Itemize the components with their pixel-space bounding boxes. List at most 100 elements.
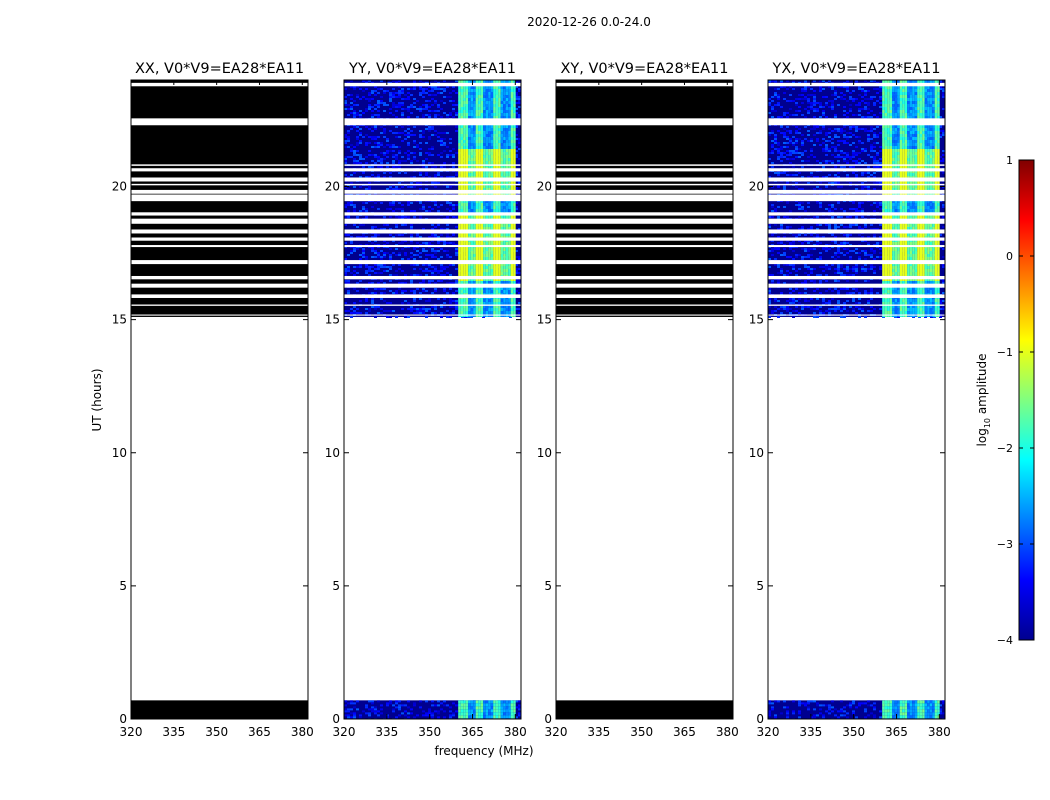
noise-cell bbox=[410, 242, 413, 244]
rfi-cell bbox=[460, 149, 464, 152]
noise-cell bbox=[452, 204, 455, 206]
rfi-cell bbox=[483, 206, 486, 209]
rfi-cell bbox=[495, 104, 499, 107]
noise-cell bbox=[407, 158, 410, 160]
noise-cell bbox=[413, 298, 416, 300]
rfi-cell bbox=[490, 131, 494, 134]
noise-cell bbox=[404, 704, 407, 707]
rfi-cell bbox=[490, 128, 494, 131]
rfi-cell bbox=[493, 272, 496, 275]
noise-cell bbox=[437, 712, 440, 715]
noise-cell bbox=[425, 270, 428, 272]
noise-cell bbox=[356, 266, 359, 268]
rfi-cell bbox=[480, 281, 484, 284]
rfi-cell bbox=[498, 98, 501, 101]
noise-cell bbox=[410, 130, 413, 132]
noise-cell bbox=[407, 716, 410, 719]
noise-cell bbox=[440, 702, 443, 705]
rfi-cell bbox=[460, 311, 464, 314]
rfi-cell bbox=[488, 290, 491, 293]
noise-cell bbox=[383, 104, 386, 106]
noise-cell bbox=[347, 136, 350, 138]
rfi-cell bbox=[458, 80, 461, 83]
noise-cell bbox=[428, 90, 431, 92]
rfi-cell bbox=[490, 299, 494, 302]
rfi-cell bbox=[470, 131, 474, 134]
rfi-cell bbox=[485, 185, 489, 188]
rfi-cell bbox=[493, 155, 496, 158]
rfi-cell bbox=[498, 263, 501, 266]
rfi-cell bbox=[483, 101, 486, 104]
noise-cell bbox=[452, 216, 455, 218]
rfi-cell bbox=[493, 263, 496, 266]
rfi-cell bbox=[470, 206, 474, 209]
rfi-cell bbox=[488, 308, 491, 311]
noise-cell bbox=[407, 706, 410, 709]
noise-cell bbox=[410, 112, 413, 114]
noise-cell bbox=[371, 166, 374, 168]
rfi-cell bbox=[480, 200, 484, 203]
noise-cell bbox=[455, 704, 458, 707]
rfi-cell bbox=[473, 128, 476, 131]
rfi-cell bbox=[480, 715, 484, 719]
noise-cell bbox=[413, 716, 416, 719]
rfi-cell bbox=[478, 251, 481, 254]
noise-cell bbox=[437, 182, 440, 184]
noise-cell bbox=[353, 204, 356, 206]
rfi-cell bbox=[465, 311, 469, 314]
noise-cell bbox=[365, 312, 368, 314]
noise-cell bbox=[344, 714, 347, 717]
noise-cell bbox=[368, 104, 371, 106]
noise-cell bbox=[350, 80, 353, 82]
rfi-cell bbox=[460, 203, 464, 206]
rfi-cell bbox=[460, 173, 464, 176]
rfi-cell bbox=[498, 215, 501, 218]
rfi-cell bbox=[508, 86, 511, 89]
rfi-cell bbox=[473, 272, 476, 275]
noise-cell bbox=[431, 280, 434, 282]
noise-cell bbox=[413, 258, 416, 260]
flagged-row bbox=[556, 164, 733, 166]
noise-cell bbox=[401, 704, 404, 707]
noise-cell bbox=[515, 188, 518, 190]
rfi-cell bbox=[473, 709, 476, 713]
noise-cell bbox=[428, 136, 431, 138]
rfi-cell bbox=[488, 80, 491, 83]
rfi-cell bbox=[465, 170, 469, 173]
noise-cell bbox=[807, 706, 810, 709]
rfi-cell bbox=[498, 203, 501, 206]
rfi-cell bbox=[510, 233, 514, 236]
noise-cell bbox=[437, 136, 440, 138]
noise-cell bbox=[515, 270, 518, 272]
rfi-cell bbox=[478, 128, 481, 131]
rfi-cell bbox=[483, 158, 486, 161]
y-tick-label: 5 bbox=[544, 579, 552, 593]
noise-cell bbox=[452, 104, 455, 106]
noise-cell bbox=[395, 270, 398, 272]
rfi-cell bbox=[458, 170, 461, 173]
rfi-cell bbox=[493, 706, 496, 710]
noise-cell bbox=[401, 282, 404, 284]
rfi-cell bbox=[503, 281, 506, 284]
rfi-cell bbox=[513, 233, 516, 236]
rfi-cell bbox=[503, 110, 506, 113]
noise-cell bbox=[353, 712, 356, 715]
rfi-cell bbox=[493, 92, 496, 95]
rfi-cell bbox=[470, 308, 474, 311]
rfi-cell bbox=[493, 305, 496, 308]
noise-cell bbox=[395, 208, 398, 210]
noise-cell bbox=[374, 712, 377, 715]
rfi-cell bbox=[510, 146, 514, 149]
rfi-cell bbox=[473, 134, 476, 137]
flagged-row bbox=[344, 164, 521, 166]
noise-cell bbox=[365, 144, 368, 146]
noise-cell bbox=[347, 710, 350, 713]
noise-cell bbox=[368, 282, 371, 284]
rfi-cell bbox=[463, 155, 466, 158]
noise-cell bbox=[401, 308, 404, 310]
rfi-cell bbox=[460, 152, 464, 155]
rfi-cell bbox=[508, 224, 511, 227]
noise-cell bbox=[443, 228, 446, 230]
noise-cell bbox=[449, 300, 452, 302]
